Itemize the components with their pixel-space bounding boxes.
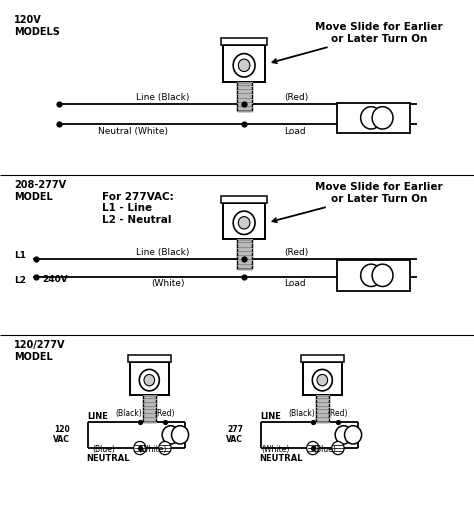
Bar xyxy=(237,239,252,269)
Text: (White): (White) xyxy=(151,279,185,288)
Circle shape xyxy=(238,59,250,72)
Text: Move Slide for Earlier
or Later Turn On: Move Slide for Earlier or Later Turn On xyxy=(273,182,443,222)
Bar xyxy=(237,82,252,111)
Text: 277
VAC: 277 VAC xyxy=(226,425,243,444)
Bar xyxy=(143,395,156,422)
Bar xyxy=(301,355,344,362)
Text: (Blue): (Blue) xyxy=(314,444,337,454)
Circle shape xyxy=(317,374,328,386)
Text: LINE: LINE xyxy=(261,412,282,421)
Text: (Black): (Black) xyxy=(116,409,142,418)
Text: NEUTRAL: NEUTRAL xyxy=(86,454,130,463)
Text: Line (Black): Line (Black) xyxy=(136,93,190,102)
Circle shape xyxy=(361,107,382,129)
Bar xyxy=(221,38,267,45)
Circle shape xyxy=(233,54,255,77)
Text: Move Slide for Earlier
or Later Turn On: Move Slide for Earlier or Later Turn On xyxy=(273,22,443,63)
Circle shape xyxy=(312,369,332,391)
Circle shape xyxy=(172,426,189,444)
Bar xyxy=(223,45,265,82)
Text: Load: Load xyxy=(284,126,306,136)
Circle shape xyxy=(233,211,255,235)
Text: 240V: 240V xyxy=(43,275,68,284)
Text: 208-277V
MODEL: 208-277V MODEL xyxy=(14,180,66,202)
Bar xyxy=(130,362,169,395)
Text: (Red): (Red) xyxy=(328,409,348,418)
Text: 120V
MODELS: 120V MODELS xyxy=(14,15,60,37)
Text: (Red): (Red) xyxy=(155,409,175,418)
Bar xyxy=(316,395,329,422)
Circle shape xyxy=(144,374,155,386)
Circle shape xyxy=(307,441,319,455)
Circle shape xyxy=(238,216,250,229)
Text: (White): (White) xyxy=(138,444,167,454)
Circle shape xyxy=(372,264,393,287)
Bar xyxy=(303,362,342,395)
Text: For 277VAC:
L1 - Line
L2 - Neutral: For 277VAC: L1 - Line L2 - Neutral xyxy=(102,192,173,225)
Bar xyxy=(128,355,171,362)
Text: LINE: LINE xyxy=(88,412,109,421)
Bar xyxy=(221,196,267,203)
Text: Line (Black): Line (Black) xyxy=(136,248,190,257)
Text: (Black): (Black) xyxy=(289,409,315,418)
Circle shape xyxy=(332,441,344,455)
Text: (White): (White) xyxy=(262,444,290,454)
Circle shape xyxy=(372,107,393,129)
Circle shape xyxy=(335,426,352,444)
Bar xyxy=(337,260,410,291)
Text: (Red): (Red) xyxy=(284,93,309,102)
Text: (Blue): (Blue) xyxy=(92,444,115,454)
Bar xyxy=(337,103,410,133)
Text: L2: L2 xyxy=(14,276,26,285)
Text: L1: L1 xyxy=(14,251,26,260)
Circle shape xyxy=(162,426,179,444)
Text: NEUTRAL: NEUTRAL xyxy=(259,454,302,463)
Text: Neutral (White): Neutral (White) xyxy=(98,126,168,136)
Circle shape xyxy=(361,264,382,287)
Circle shape xyxy=(159,441,171,455)
Text: Load: Load xyxy=(284,279,306,288)
Circle shape xyxy=(134,441,146,455)
Text: (Red): (Red) xyxy=(284,248,309,257)
Circle shape xyxy=(139,369,159,391)
Circle shape xyxy=(345,426,362,444)
Bar xyxy=(223,203,265,239)
Text: 120
VAC: 120 VAC xyxy=(53,425,70,444)
Text: 120/277V
MODEL: 120/277V MODEL xyxy=(14,340,66,362)
